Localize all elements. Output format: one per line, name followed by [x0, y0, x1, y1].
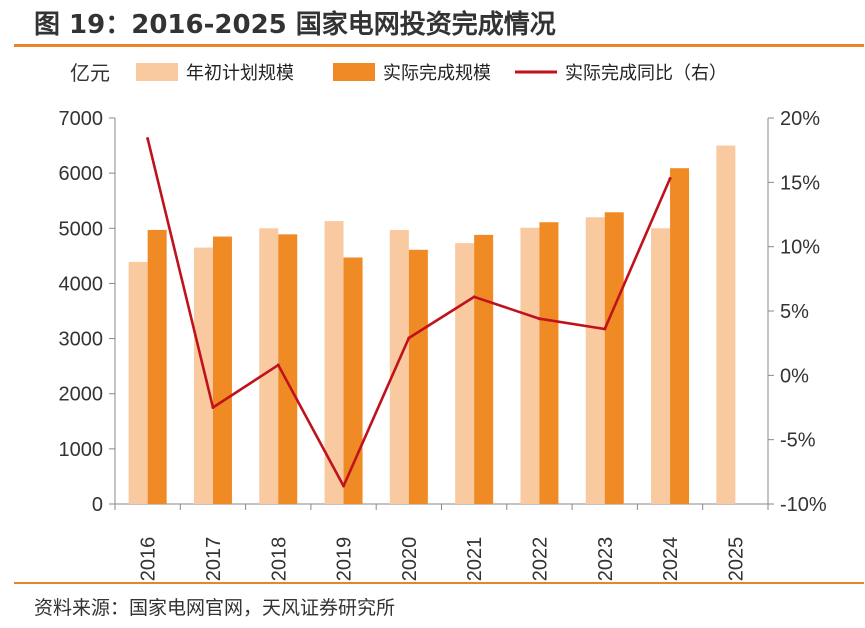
yoy-point — [668, 176, 672, 180]
yoy-point — [407, 336, 411, 340]
x-tick-label: 2024 — [660, 537, 682, 582]
bar-actual — [539, 222, 559, 504]
y-tick-label-right: 20% — [780, 108, 820, 130]
x-tick-label: 2025 — [725, 537, 747, 582]
x-tick-label: 2018 — [268, 537, 290, 582]
bar-actual — [278, 234, 298, 504]
bar-actual — [408, 249, 428, 504]
y-tick-label-left: 5000 — [59, 218, 104, 240]
x-tick-label: 2017 — [203, 537, 225, 582]
x-tick-label: 2022 — [529, 537, 551, 582]
y-tick-label-right: -10% — [780, 494, 827, 516]
bar-actual — [147, 229, 167, 504]
yoy-point — [146, 137, 150, 141]
bar-actual — [474, 234, 494, 504]
x-tick-label: 2020 — [399, 537, 421, 582]
legend-swatch — [333, 63, 375, 81]
figure-title: 图 19：2016-2025 国家电网投资完成情况 — [34, 10, 556, 40]
y-tick-label-right: 10% — [780, 237, 820, 259]
bar-actual — [212, 236, 232, 505]
y-unit-label: 亿元 — [70, 62, 110, 85]
bar-plan — [651, 228, 671, 505]
y-tick-label-left: 3000 — [59, 329, 104, 351]
yoy-point — [537, 317, 541, 321]
bar-plan — [128, 261, 148, 504]
line-layer — [146, 137, 672, 488]
y-tick-label-right: 15% — [780, 172, 820, 194]
bar-plan — [324, 221, 344, 505]
bar-plan — [259, 228, 279, 505]
y-tick-label-right: 5% — [780, 301, 809, 323]
title-divider — [14, 44, 864, 47]
bar-actual — [604, 212, 624, 504]
y-tick-label-left: 0 — [92, 494, 103, 516]
legend: 年初计划规模 实际完成规模 实际完成同比（右） — [136, 63, 727, 84]
source-note: 资料来源：国家电网官网，天风证券研究所 — [34, 597, 396, 619]
yoy-point — [211, 406, 215, 409]
yoy-point — [276, 363, 280, 367]
yoy-point — [472, 295, 476, 299]
yoy-point — [342, 484, 346, 488]
y-tick-label-left: 2000 — [59, 384, 104, 406]
footer-divider — [14, 582, 864, 584]
x-tick-label: 2016 — [138, 537, 160, 582]
y-tick-label-right: -5% — [780, 430, 816, 452]
y-tick-label-right: 0% — [780, 365, 809, 387]
axes-layer: 0 1000 2000 3000 4000 5000 6000 7000 -10% -5% 0% 5%… — [59, 108, 827, 581]
legend-label: 年初计划规模 — [186, 63, 294, 84]
x-tick-label: 2019 — [334, 537, 356, 582]
y-tick-label-left: 1000 — [59, 439, 104, 461]
bar-plan — [520, 227, 540, 504]
x-tick-label: 2023 — [595, 537, 617, 582]
legend-label: 实际完成规模 — [383, 63, 491, 84]
y-tick-label-left: 7000 — [59, 108, 104, 130]
bars-layer — [128, 145, 736, 505]
bar-plan — [716, 145, 736, 505]
y-tick-label-left: 6000 — [59, 163, 104, 185]
legend-label: 实际完成同比（右） — [565, 63, 727, 84]
y-tick-label-left: 4000 — [59, 273, 104, 295]
x-tick-label: 2021 — [464, 537, 486, 582]
bar-plan — [389, 229, 409, 504]
legend-swatch — [136, 63, 178, 81]
bar-actual — [670, 168, 690, 504]
bar-plan — [193, 247, 213, 505]
yoy-point — [603, 327, 607, 331]
bar-plan — [585, 217, 605, 504]
bar-actual — [343, 257, 363, 504]
bar-plan — [455, 243, 475, 504]
